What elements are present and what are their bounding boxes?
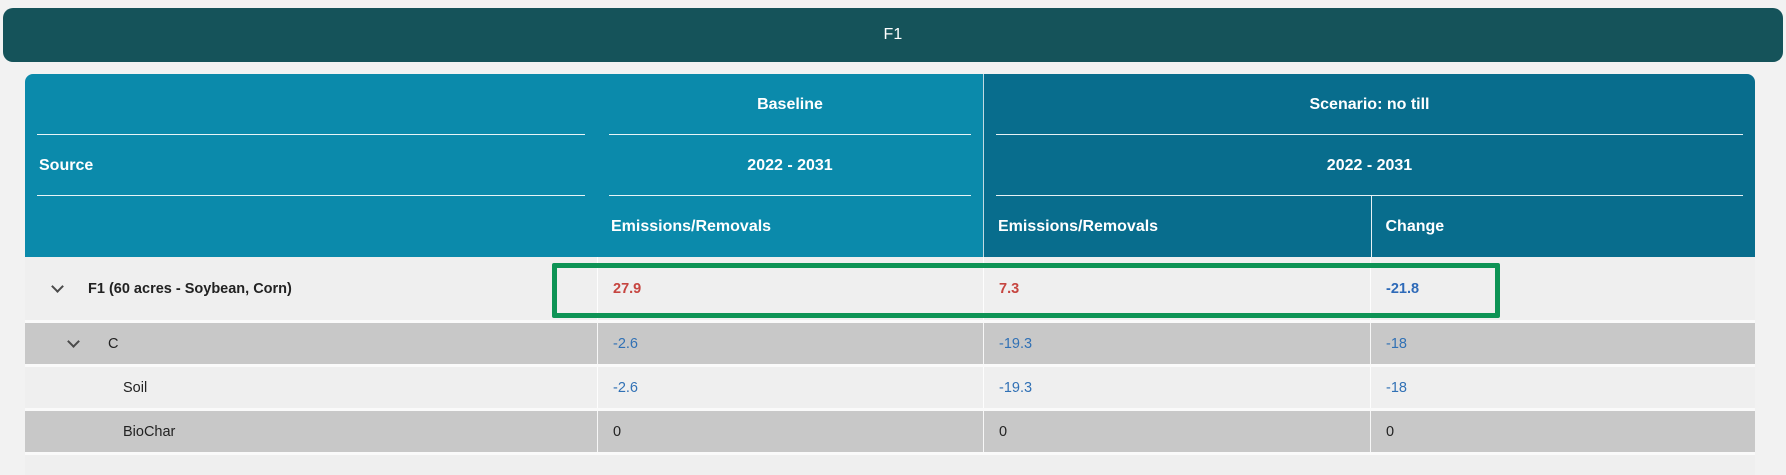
header-divider xyxy=(996,195,1743,196)
scenario-value: 0 xyxy=(999,423,1008,440)
change-value-cell: -21.8 xyxy=(1370,257,1755,320)
scenario-change-label: Change xyxy=(1385,217,1445,235)
source-column-header: Source xyxy=(39,156,94,174)
scenario-value: -19.3 xyxy=(999,379,1033,396)
baseline-period-label: 2022 - 2031 xyxy=(747,156,833,174)
baseline-emissions-label: Emissions/Removals xyxy=(611,217,772,235)
baseline-value-cell: 27.9 xyxy=(597,257,983,320)
table-row-partial xyxy=(25,455,1755,475)
table-row-biochar: BioChar 0 0 0 xyxy=(25,411,1755,455)
header-scenario-period: 2022 - 2031 xyxy=(984,135,1755,196)
change-value: -21.8 xyxy=(1386,280,1420,297)
baseline-title-label: Baseline xyxy=(757,95,823,113)
row-label: C xyxy=(108,335,119,352)
row-label-cell: Soil xyxy=(25,367,597,408)
header-scenario-emissions: Emissions/Removals xyxy=(984,196,1371,257)
scenario-value: -19.3 xyxy=(999,335,1033,352)
table-header: Source Baseline 2022 - 2031 Emissions/Re… xyxy=(25,74,1755,257)
header-baseline-emissions: Emissions/Removals xyxy=(597,196,983,257)
change-value-cell: -18 xyxy=(1370,367,1755,408)
results-table: Source Baseline 2022 - 2031 Emissions/Re… xyxy=(25,74,1755,475)
header-divider xyxy=(37,195,585,196)
change-value: -18 xyxy=(1386,379,1407,396)
row-label: BioChar xyxy=(123,423,176,440)
change-value: 0 xyxy=(1386,423,1395,440)
title-bar: F1 xyxy=(3,8,1783,62)
baseline-value: 27.9 xyxy=(613,280,642,297)
baseline-value: 0 xyxy=(613,423,622,440)
row-label-cell: C xyxy=(25,323,597,364)
chevron-down-icon[interactable] xyxy=(51,279,64,293)
baseline-value: -2.6 xyxy=(613,379,638,396)
change-value-cell: 0 xyxy=(1370,411,1755,452)
scenario-emissions-label: Emissions/Removals xyxy=(998,217,1159,235)
baseline-value-cell: 0 xyxy=(597,411,983,452)
header-divider xyxy=(609,134,971,135)
header-baseline-period: 2022 - 2031 xyxy=(597,135,983,196)
table-row-farm-total[interactable]: F1 (60 acres - Soybean, Corn) 27.9 7.3 -… xyxy=(25,257,1755,323)
change-value-cell: -18 xyxy=(1370,323,1755,364)
header-scenario-group: Scenario: no till 2022 - 2031 Emissions/… xyxy=(983,74,1755,257)
change-value: -18 xyxy=(1386,335,1407,352)
table-row-soil: Soil -2.6 -19.3 -18 xyxy=(25,367,1755,411)
row-label-cell: BioChar xyxy=(25,411,597,452)
scenario-value-cell: 7.3 xyxy=(983,257,1370,320)
row-label-cell: F1 (60 acres - Soybean, Corn) xyxy=(25,257,597,320)
page: { "title_bar": { "label": "F1" }, "table… xyxy=(3,8,1783,455)
scenario-value: 7.3 xyxy=(999,280,1020,297)
baseline-value-cell: -2.6 xyxy=(597,323,983,364)
header-source-column: Source xyxy=(25,74,597,257)
header-divider xyxy=(37,134,585,135)
baseline-value-cell: -2.6 xyxy=(597,367,983,408)
header-source-cell: Source xyxy=(25,135,597,196)
scenario-value-cell: -19.3 xyxy=(983,367,1370,408)
header-baseline-title: Baseline xyxy=(597,74,983,135)
scenario-title-label: Scenario: no till xyxy=(1309,95,1430,113)
page-title: F1 xyxy=(883,26,903,43)
scenario-value-cell: -19.3 xyxy=(983,323,1370,364)
row-label: Soil xyxy=(123,379,148,396)
row-label: F1 (60 acres - Soybean, Corn) xyxy=(88,280,292,297)
header-scenario-title: Scenario: no till xyxy=(984,74,1755,135)
header-scenario-change: Change xyxy=(1370,196,1756,257)
baseline-value: -2.6 xyxy=(613,335,638,352)
header-divider xyxy=(996,134,1743,135)
table-row-carbon[interactable]: C -2.6 -19.3 -18 xyxy=(25,323,1755,367)
scenario-period-label: 2022 - 2031 xyxy=(1326,156,1413,174)
scenario-value-cell: 0 xyxy=(983,411,1370,452)
header-divider xyxy=(609,195,971,196)
header-baseline-group: Baseline 2022 - 2031 Emissions/Removals xyxy=(597,74,983,257)
chevron-down-icon[interactable] xyxy=(67,334,80,348)
